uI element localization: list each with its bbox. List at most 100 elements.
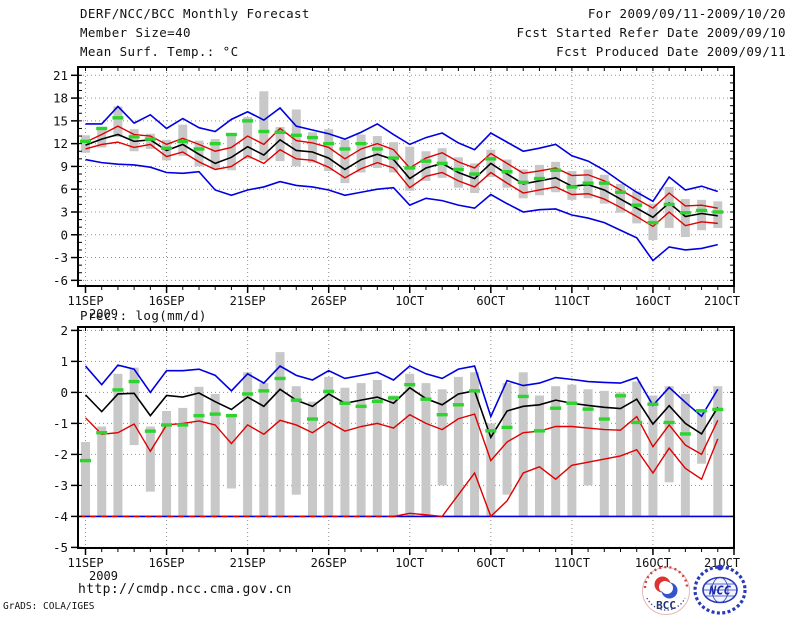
ensemble-spread-bar xyxy=(275,352,285,517)
observation-marker xyxy=(696,208,708,213)
panel1-variable-label: Mean Surf. Temp.: °C xyxy=(80,44,239,59)
observation-marker xyxy=(144,137,156,141)
series-ensemble-max xyxy=(85,105,719,203)
observation-marker xyxy=(631,203,643,207)
y-tick-label: 21 xyxy=(53,68,68,83)
ensemble-spread-bar xyxy=(518,372,528,517)
observation-marker xyxy=(647,220,659,225)
observation-marker xyxy=(452,167,464,172)
observation-marker xyxy=(177,423,189,427)
ensemble-spread-bar xyxy=(664,186,674,228)
ensemble-spread-bar xyxy=(486,423,496,517)
series-spread-lower xyxy=(393,438,719,518)
y-tick-label: 6 xyxy=(60,182,68,197)
ensemble-spread-bar xyxy=(713,386,723,517)
x-tick-label: 6OCT xyxy=(476,556,505,570)
observation-marker xyxy=(566,185,578,189)
observation-marker xyxy=(290,398,302,402)
observation-marker xyxy=(161,423,173,427)
ensemble-spread-bar xyxy=(405,373,415,517)
observation-marker xyxy=(615,190,627,194)
ensemble-spread-bar xyxy=(81,135,90,153)
ensemble-spread-bar xyxy=(664,386,674,483)
x-tick-label: 21OCT xyxy=(704,556,740,570)
member-size-label: Member Size=40 xyxy=(80,25,191,40)
ensemble-spread-bar xyxy=(129,367,139,446)
observation-marker xyxy=(533,429,545,433)
observation-marker xyxy=(80,458,91,463)
observation-marker xyxy=(598,417,610,421)
y-tick-label: 15 xyxy=(53,113,68,128)
ensemble-spread-bar xyxy=(697,409,707,464)
x-tick-label: 6OCT xyxy=(476,294,505,308)
observation-marker xyxy=(663,420,675,425)
ensemble-spread-bar xyxy=(356,383,366,517)
x-tick-label: 1OCT xyxy=(395,294,424,308)
observation-marker xyxy=(323,389,335,394)
observation-marker xyxy=(371,147,383,151)
observation-marker xyxy=(550,168,562,172)
y-tick-label: -2 xyxy=(53,447,68,462)
x-tick-label: 21SEP xyxy=(230,556,266,570)
page-title: DERF/NCC/BCC Monthly Forecast xyxy=(80,6,310,21)
ensemble-spread-bar xyxy=(567,384,577,517)
ensemble-spread-bar xyxy=(599,390,609,517)
observation-marker xyxy=(663,202,675,207)
ensemble-spread-bar xyxy=(259,91,269,161)
observation-marker xyxy=(631,420,643,425)
panel2-variable-label: Prec.: log(mm/d) xyxy=(80,308,207,323)
x-tick-label: 11SEP xyxy=(67,556,103,570)
observation-marker xyxy=(323,141,335,146)
observation-marker xyxy=(598,181,610,185)
y-tick-label: 18 xyxy=(53,91,68,106)
observation-marker xyxy=(258,389,270,393)
observation-marker xyxy=(80,139,91,144)
ensemble-spread-bar xyxy=(502,383,512,495)
observation-marker xyxy=(582,407,594,411)
observation-marker xyxy=(679,211,691,215)
observation-marker xyxy=(128,379,140,384)
ensemble-spread-bar xyxy=(470,372,480,517)
observation-marker xyxy=(501,170,513,174)
observation-marker xyxy=(96,126,108,131)
observation-marker xyxy=(371,399,383,404)
x-tick-label: 21OCT xyxy=(704,294,740,308)
y-tick-label: 3 xyxy=(60,204,68,219)
ensemble-spread-bar xyxy=(243,117,253,159)
ensemble-spread-bar xyxy=(648,395,658,517)
ensemble-spread-bar xyxy=(194,386,204,517)
x-tick-label: 21SEP xyxy=(230,294,266,308)
observation-marker xyxy=(177,139,189,144)
observation-marker xyxy=(128,135,140,139)
observation-marker xyxy=(388,156,400,160)
observation-marker xyxy=(712,407,724,412)
ensemble-spread-bar xyxy=(129,129,139,152)
observation-marker xyxy=(209,141,221,146)
ensemble-spread-bar xyxy=(697,199,707,231)
observation-marker xyxy=(355,141,367,146)
ensemble-spread-bar xyxy=(259,383,269,517)
x-tick-label: 11OCT xyxy=(554,294,590,308)
series-spread-upper xyxy=(85,125,718,210)
ensemble-spread-bar xyxy=(307,132,317,163)
ensemble-spread-bar xyxy=(243,372,253,517)
ensemble-spread-bar xyxy=(307,401,317,517)
ensemble-spread-bar xyxy=(680,393,690,517)
observation-marker xyxy=(452,403,464,407)
y-tick-label: 2 xyxy=(60,323,68,338)
x-tick-label: 16SEP xyxy=(149,294,185,308)
y-tick-label: -3 xyxy=(53,478,68,493)
observation-marker xyxy=(436,413,448,417)
observation-marker xyxy=(209,412,221,416)
ensemble-spread-bar xyxy=(551,386,561,517)
y-tick-label: 9 xyxy=(60,159,68,174)
observation-marker xyxy=(501,425,513,430)
ensemble-spread-bar xyxy=(226,136,236,171)
x-tick-label: 16OCT xyxy=(635,294,671,308)
observation-marker xyxy=(193,147,205,151)
ensemble-spread-bar xyxy=(210,139,220,169)
axis-box xyxy=(77,326,735,549)
observation-marker xyxy=(258,129,270,134)
series-ensemble-mean xyxy=(84,386,719,440)
